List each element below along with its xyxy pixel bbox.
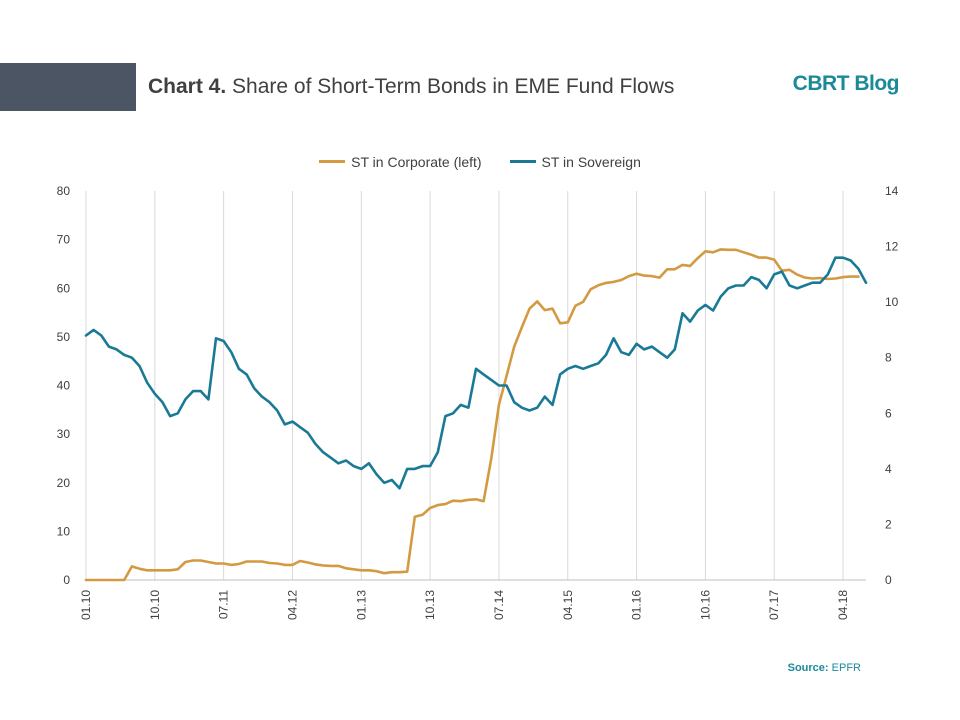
chart-number: Chart 4.: [148, 75, 227, 98]
y-left-tick-label: 40: [57, 379, 71, 393]
legend-item-corporate: ST in Corporate (left): [319, 153, 482, 170]
source-note: Source: EPFR: [788, 662, 861, 674]
y-left-tick-label: 10: [57, 524, 71, 538]
x-tick-label: 01.10: [79, 590, 93, 620]
y-right-tick-label: 6: [885, 406, 892, 420]
x-tick-label: 07.17: [767, 590, 781, 620]
x-tick-label: 07.11: [217, 590, 231, 619]
y-left-tick-label: 80: [57, 184, 71, 198]
x-tick-label: 10.10: [148, 590, 162, 620]
legend-item-sovereign: ST in Sovereign: [509, 153, 641, 170]
y-left-tick-label: 0: [63, 573, 70, 587]
x-tick-label: 10.16: [698, 590, 712, 620]
x-tick-label: 04.15: [561, 590, 575, 620]
legend-label-corporate: ST in Corporate (left): [351, 153, 482, 170]
x-tick-label: 01.16: [630, 590, 644, 620]
x-tick-label: 04.12: [285, 590, 299, 620]
chart-title-text: Share of Short-Term Bonds in EME Fund Fl…: [232, 75, 675, 98]
y-right-tick-label: 14: [885, 184, 899, 198]
x-tick-label: 01.13: [354, 590, 368, 620]
x-tick-label: 04.18: [836, 590, 850, 620]
chart-legend: ST in Corporate (left) ST in Sovereign: [0, 150, 960, 170]
y-right-tick-label: 12: [885, 240, 899, 254]
x-tick-label: 07.14: [492, 590, 506, 620]
y-left-tick-label: 20: [57, 476, 71, 490]
y-right-tick-label: 4: [885, 462, 892, 476]
y-left-tick-label: 30: [57, 427, 71, 441]
y-right-tick-label: 8: [885, 351, 892, 365]
chart-title: Chart 4. Share of Short-Term Bonds in EM…: [148, 75, 674, 99]
y-right-tick-label: 2: [885, 517, 892, 531]
legend-swatch-corporate: [319, 160, 346, 163]
y-left-tick-label: 60: [57, 281, 71, 295]
series-line-corporate: [84, 248, 860, 582]
source-label: Source:: [787, 662, 829, 674]
legend-label-sovereign: ST in Sovereign: [541, 153, 641, 170]
series-line-sovereign: [84, 256, 868, 490]
y-left-tick-label: 50: [57, 330, 71, 344]
blog-name: CBRT Blog: [792, 72, 900, 95]
source-value: EPFR: [831, 662, 861, 674]
x-tick-label: 10.13: [423, 590, 437, 620]
legend-swatch-sovereign: [509, 160, 536, 163]
y-right-tick-label: 10: [885, 295, 899, 309]
logo-block: [0, 63, 136, 167]
y-right-tick-label: 0: [885, 573, 892, 587]
y-left-tick-label: 70: [57, 233, 71, 247]
